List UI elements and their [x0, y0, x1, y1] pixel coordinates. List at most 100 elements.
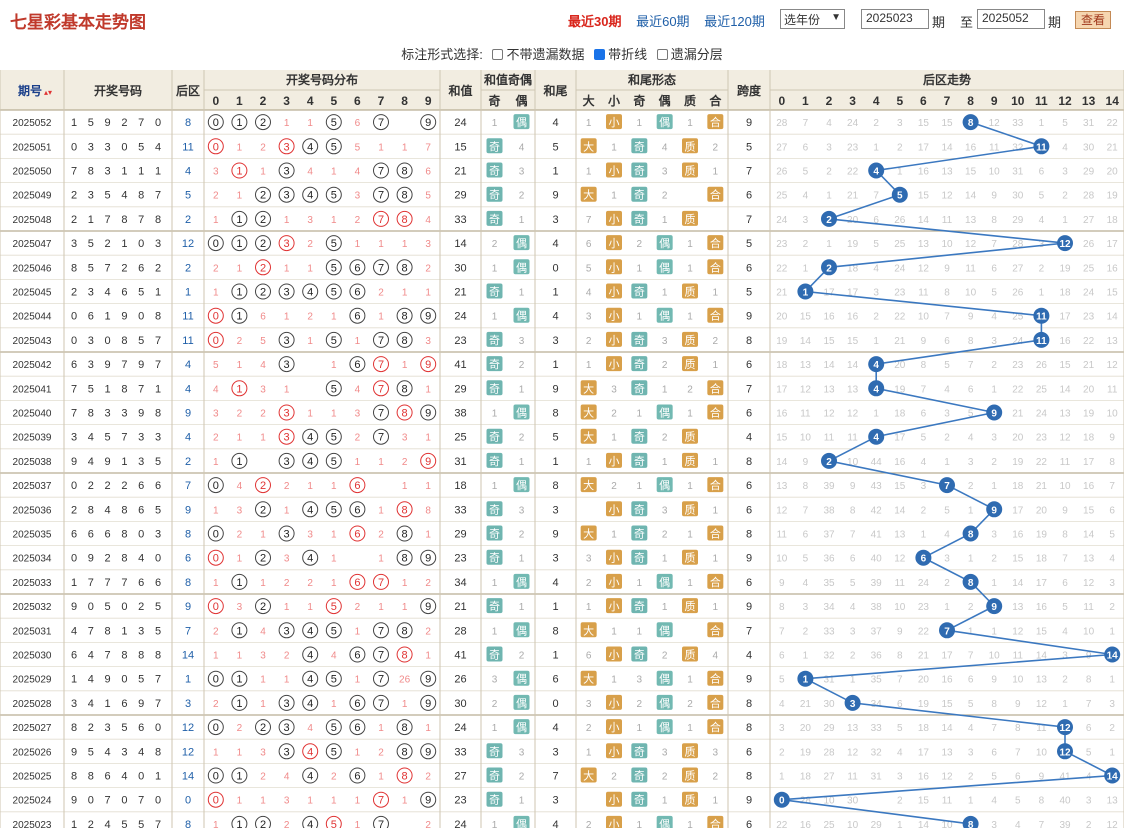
dist-miss: 1: [307, 602, 313, 613]
draw-digit: 3: [88, 287, 94, 299]
table-row: [0, 715, 1124, 740]
drawn-ball-digit: 0: [213, 601, 219, 613]
draw-digit: 3: [121, 408, 127, 420]
draw-digit: 0: [88, 601, 94, 613]
sum-value: 23: [454, 553, 466, 565]
option-no-miss[interactable]: 不带遗漏数据: [492, 47, 584, 62]
back-ball-number: 2: [826, 215, 832, 226]
drawn-ball-digit: 1: [236, 311, 242, 323]
drawn-ball-icon: [302, 694, 319, 711]
sum-odd-tag-bg: [486, 549, 503, 565]
sum-even-miss: 3: [519, 505, 525, 516]
tail-big-miss: 3: [586, 699, 592, 710]
drawn-ball-icon: [207, 331, 224, 348]
dist-digit-header: 4: [307, 94, 314, 108]
back-miss: 31: [823, 675, 835, 686]
drawn-ball-icon: [396, 646, 413, 663]
draw-digit: 3: [105, 166, 111, 178]
back-miss: 21: [847, 191, 859, 202]
table-row: [0, 594, 1124, 619]
link-recent-60[interactable]: 最近60期: [636, 14, 690, 29]
back-number: 4: [185, 359, 191, 371]
drawn-ball-icon: [420, 743, 437, 760]
back-miss: 12: [847, 409, 859, 420]
issue-number: 2025034: [13, 554, 52, 565]
start-issue-input[interactable]: 2025023: [861, 9, 929, 29]
back-miss: 4: [803, 191, 809, 202]
drawn-ball-digit: 7: [378, 190, 384, 202]
issue-number: 2025050: [13, 167, 52, 178]
drawn-ball-digit: 4: [307, 650, 313, 662]
tail-prime-tag-bg: [682, 331, 698, 347]
tail-even-tag-bg: [656, 259, 673, 275]
drawn-ball-icon: [278, 356, 295, 373]
sum-value: 30: [454, 262, 466, 274]
drawn-ball-digit: 6: [354, 262, 360, 274]
drawn-ball-icon: [373, 259, 389, 276]
drawn-ball-icon: [349, 307, 366, 324]
option-layer[interactable]: 遗漏分层: [656, 47, 723, 62]
back-number: 3: [185, 698, 191, 710]
link-recent-120[interactable]: 最近120期: [704, 14, 765, 29]
back-ball-number: 2: [826, 457, 832, 468]
tail-small-tag: 小: [609, 552, 620, 565]
dist-miss: 1: [331, 578, 337, 589]
drawn-ball-digit: 5: [331, 456, 337, 468]
checkbox-checked-icon[interactable]: [594, 49, 606, 60]
dist-digit-header: 0: [212, 94, 219, 108]
back-miss: 4: [991, 312, 997, 323]
drawn-ball-icon: [231, 670, 248, 687]
back-miss: 7: [1109, 481, 1115, 492]
tail-prime-tag: 质: [685, 140, 696, 153]
dist-miss: 1: [355, 820, 361, 828]
sum-value: 23: [454, 335, 466, 347]
draw-digit: 7: [88, 577, 94, 589]
tail-composite-tag: 合: [710, 478, 721, 492]
tail-even-tag: 偶: [659, 721, 670, 734]
dist-miss: 4: [331, 651, 337, 662]
draw-digit: 8: [105, 625, 111, 637]
drawn-ball-icon: [349, 356, 366, 373]
back-miss: 12: [800, 384, 812, 395]
tail-composite-tag-bg: [707, 186, 724, 202]
checkbox-icon[interactable]: [656, 49, 668, 60]
tail-odd-tag: 奇: [634, 528, 645, 541]
year-select[interactable]: 选年份 ▼: [780, 9, 845, 29]
back-number: 11: [182, 335, 193, 347]
back-ball-number: 8: [968, 820, 974, 828]
drawn-ball-digit: 8: [402, 771, 408, 783]
checkbox-icon[interactable]: [492, 49, 504, 60]
drawn-ball-digit: 7: [378, 335, 384, 347]
back-miss: 13: [894, 530, 906, 541]
drawn-ball-icon: [325, 380, 342, 397]
drawn-ball-icon: [278, 622, 295, 639]
dist-miss: 2: [213, 626, 219, 637]
dist-miss: 1: [260, 699, 266, 710]
option-line[interactable]: 带折线: [594, 47, 647, 62]
back-miss: 27: [1083, 215, 1095, 226]
sum-odd-miss: 1: [492, 626, 498, 637]
link-recent-30[interactable]: 最近30期: [568, 14, 622, 29]
tail-even-tag-bg: [656, 477, 673, 493]
sum-even-miss: 2: [519, 772, 525, 783]
drawn-ball-icon: [396, 380, 413, 397]
back-miss: 5: [1109, 530, 1115, 541]
sum-even-tag-bg: [513, 307, 530, 323]
dist-miss: 1: [331, 699, 337, 710]
tail-small-tag: 小: [609, 165, 620, 178]
drawn-ball-digit: 6: [354, 771, 360, 783]
drawn-ball-digit: 9: [425, 553, 431, 565]
issue-number: 2025032: [13, 602, 52, 613]
back-miss: 10: [1036, 747, 1048, 758]
back-miss: 6: [968, 384, 974, 395]
drawn-ball-icon: [349, 646, 366, 663]
drawn-ball-icon: [396, 404, 413, 421]
back-miss: 15: [965, 167, 977, 178]
end-issue-input[interactable]: 2025052: [977, 9, 1045, 29]
drawn-ball-icon: [349, 477, 366, 494]
draw-digit: 6: [138, 262, 144, 274]
view-button[interactable]: 查看: [1075, 11, 1111, 29]
tail-prime-miss: 1: [687, 675, 693, 686]
drawn-ball-icon: [231, 694, 248, 711]
back-miss: 11: [1013, 651, 1024, 662]
